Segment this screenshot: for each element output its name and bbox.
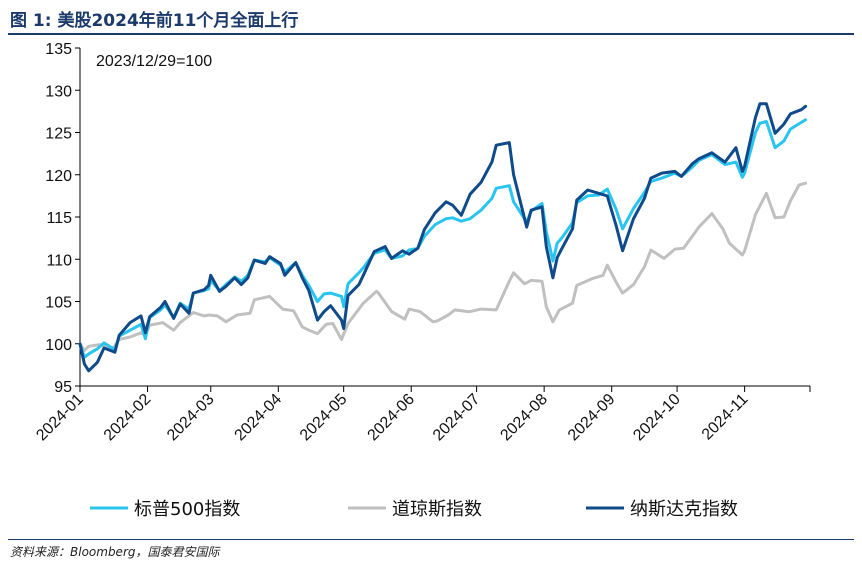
x-tick-label: 2024-02: [101, 391, 155, 445]
source-rule: [8, 539, 854, 540]
y-tick-label: 110: [46, 252, 72, 269]
x-tick-label: 2024-05: [297, 391, 351, 445]
x-tick-label: 2024-09: [565, 391, 619, 445]
y-tick-label: 100: [45, 337, 72, 354]
x-tick-label: 2024-01: [33, 391, 87, 445]
y-tick-label: 120: [45, 168, 72, 185]
legend-label: 道琼斯指数: [392, 499, 482, 520]
line-chart: 95 100 105 110 115 120 125 130 135 2024-01 2024-02…: [33, 41, 811, 520]
y-tick-label: 125: [45, 126, 72, 143]
legend-label: 纳斯达克指数: [630, 499, 738, 520]
x-tick-label: 2024-03: [164, 391, 218, 445]
y-tick-label: 130: [45, 83, 72, 100]
x-tick-label: 2024-11: [699, 391, 752, 444]
x-tick-label: 2024-10: [630, 391, 684, 445]
figure-title: 图 1: 美股2024年前11个月全面上行: [10, 11, 299, 31]
plot-area: 95 100 105 110 115 120 125 130 135 2024-01 2024-02…: [33, 41, 811, 445]
x-tick-label: 2024-07: [430, 391, 484, 445]
y-tick-label: 95: [54, 379, 72, 396]
y-tick-label: 105: [45, 295, 72, 312]
y-tick-label: 115: [46, 210, 72, 227]
series-line-0: [78, 118, 808, 359]
source-note: 资料来源：Bloomberg，国泰君安国际: [10, 545, 220, 559]
x-tick-label: 2024-08: [497, 391, 551, 445]
x-tick-label: 2024-04: [232, 391, 286, 445]
legend-label: 标普500指数: [134, 499, 240, 520]
title-rule: [8, 33, 854, 35]
y-tick-label: 135: [45, 41, 72, 58]
index-base-note: 2023/12/29=100: [96, 53, 212, 70]
x-tick-label: 2024-06: [365, 391, 419, 445]
legend: 标普500指数 道琼斯指数 纳斯达克指数: [90, 499, 738, 520]
series-line-1: [78, 181, 808, 352]
series-line-2: [78, 102, 808, 373]
